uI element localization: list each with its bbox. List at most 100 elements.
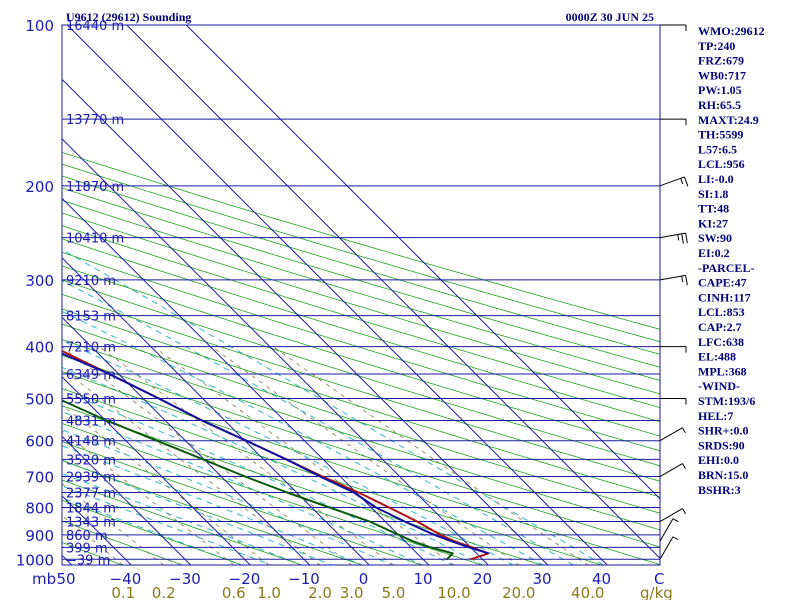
wind-barb-flag [681, 233, 684, 244]
station-title: U9612 (29612) Sounding [66, 10, 191, 24]
height-label: 10410 m [66, 232, 124, 247]
height-label: 1343 m [66, 516, 116, 531]
temperature-tick-label: 10 [413, 570, 432, 588]
mixing-ratio-tick-label: 2.0 [308, 584, 332, 600]
mixing-ratio-tick-label: 0.6 [222, 584, 246, 600]
stat-line: STM:193/6 [698, 394, 755, 408]
dry-adiabat-line [62, 422, 483, 565]
moist-adiabat-line [62, 445, 363, 565]
stat-line: SHR+:0.0 [698, 424, 749, 438]
dry-adiabat-line [62, 460, 364, 565]
temperature-unit-label: C [654, 570, 664, 588]
pressure-tick-label: 600 [25, 433, 54, 451]
stat-line: MAXT:24.9 [698, 113, 759, 127]
wind-barb-staff [659, 232, 686, 239]
height-label: 399 m [66, 541, 108, 556]
height-label: 2939 m [66, 471, 116, 486]
stat-line: WB0:717 [698, 68, 746, 82]
isotherm-line [62, 376, 251, 565]
isotherm-line [126, 25, 660, 559]
height-label: 860 m [66, 529, 108, 544]
pressure-tick-label: 400 [25, 339, 54, 357]
stat-line: SW:90 [698, 231, 732, 245]
moist-adiabat-line [62, 249, 605, 565]
moist-adiabat-line [62, 497, 243, 565]
wind-barb [660, 118, 687, 126]
mixing-ratio-tick-label: 0.2 [152, 584, 176, 600]
wind-barb [659, 427, 686, 442]
temperature-tick-label: 40 [592, 570, 611, 588]
isotherm-line [62, 138, 489, 565]
dry-adiabat-line [62, 251, 660, 437]
stat-line: MPL:368 [698, 364, 747, 378]
isotherm-line [62, 435, 192, 565]
pressure-tick-label: 1000 [16, 551, 54, 569]
stat-line: SRDS:90 [698, 438, 745, 452]
height-label: 6349 m [66, 368, 116, 383]
height-label: 8153 m [66, 310, 116, 325]
dry-adiabat-line [62, 520, 184, 565]
sounding-profiles [62, 349, 490, 561]
moist-adiabat-line [62, 310, 545, 565]
mixing-ratio-tick-label: 3.0 [340, 584, 364, 600]
height-label: 13770 m [66, 113, 124, 128]
temperature-tick-label: −20 [229, 570, 261, 588]
mixing-ratio-tick-label: 0.1 [111, 584, 135, 600]
height-label: 1844 m [66, 501, 116, 516]
height-label: 4148 m [66, 435, 116, 450]
mixing-ratio-tick-label: 20.0 [502, 584, 535, 600]
mixing-ratio-tick-label: 10.0 [437, 584, 470, 600]
temperature-tick-label: −40 [110, 570, 142, 588]
isotherm-line [185, 25, 660, 500]
wind-barb [659, 536, 679, 560]
stat-line: SI:1.8 [698, 187, 728, 201]
stat-line: CINH:117 [698, 290, 751, 304]
height-label: 5550 m [66, 392, 116, 407]
wind-barb [659, 274, 688, 286]
dry-adiabat-line [62, 354, 660, 548]
height-label: 2377 m [66, 487, 116, 502]
wind-barb-staff [659, 176, 685, 187]
temperature-tick-label: −10 [288, 570, 320, 588]
stat-line: CAP:2.7 [698, 320, 742, 334]
stat-line: PW:1.05 [698, 83, 742, 97]
stat-line: WMO:29612 [698, 24, 765, 38]
moist-adiabat-line [62, 280, 575, 565]
pressure-tick-label: 300 [25, 272, 54, 290]
stat-line: LFC:638 [698, 335, 744, 349]
pressure-tick-label: 800 [25, 499, 54, 517]
pressure-tick-label: 500 [25, 390, 54, 408]
dewpoint-profile [62, 399, 454, 561]
stat-line: EHI:0.0 [698, 453, 739, 467]
dry-adiabat-line [62, 199, 660, 381]
wind-barb [659, 508, 686, 522]
stat-line: CAPE:47 [698, 276, 747, 290]
stat-line: LCL:853 [698, 305, 745, 319]
wind-barb-staff [659, 427, 683, 442]
wind-barb-flag [677, 234, 680, 241]
wind-barb-staff [659, 508, 683, 522]
plot-frame [61, 24, 661, 566]
wind-barb-flag [683, 176, 689, 187]
wind-barb-flag [682, 427, 686, 434]
stat-line: L57:6.5 [698, 142, 737, 156]
dry-adiabat-line [62, 151, 660, 330]
mixing-ratio-line [211, 346, 520, 565]
stats-panel: WMO:29612TP:240FRZ:679WB0:717PW:1.05RH:6… [698, 24, 765, 497]
stat-line: BRN:15.0 [698, 468, 748, 482]
dry-adiabat-line [62, 371, 660, 565]
height-labels: 16440 m 13770 m 11870 m 10410 m 9210 m 8153 m… [66, 19, 124, 568]
mixing-ratio-line [62, 346, 353, 565]
isotherm-line [62, 78, 549, 565]
wind-barb [660, 397, 687, 405]
dry-adiabat-line [62, 479, 304, 565]
wind-barb-flag [685, 275, 688, 286]
wind-barb-flag [672, 518, 679, 523]
height-label: 4831 m [66, 415, 116, 430]
temperature-tick-label: 30 [532, 570, 551, 588]
temperature-tick-label: −30 [169, 570, 201, 588]
dry-adiabats [62, 151, 660, 565]
wind-barb [659, 232, 688, 244]
dry-adiabat-line [62, 441, 423, 565]
